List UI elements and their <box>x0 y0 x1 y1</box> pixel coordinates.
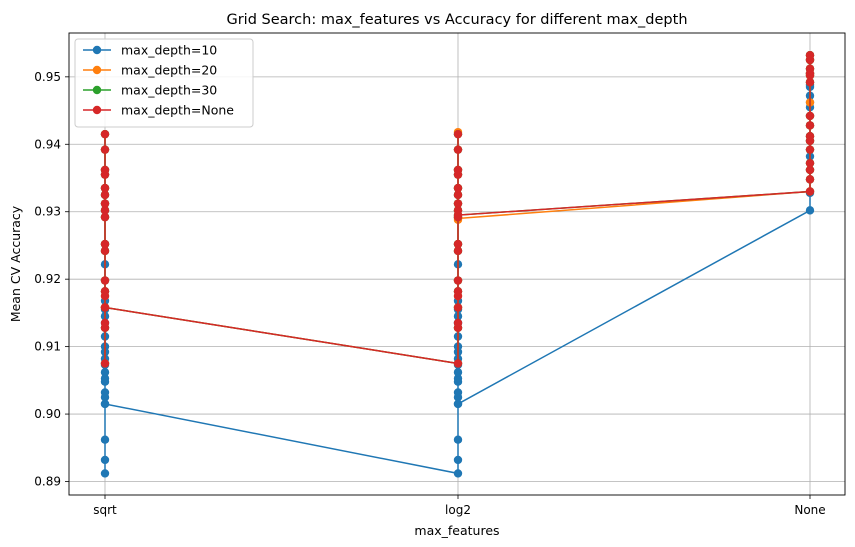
data-point <box>805 71 815 80</box>
data-point <box>100 199 110 208</box>
data-point <box>453 368 463 377</box>
data-point <box>453 145 463 154</box>
y-tick-label: 0.92 <box>34 272 61 286</box>
chart-title: Grid Search: max_features vs Accuracy fo… <box>226 12 687 28</box>
data-point <box>453 246 463 256</box>
data-point <box>453 183 463 193</box>
data-point <box>453 374 463 383</box>
y-tick-label: 0.91 <box>34 340 61 354</box>
series-max_depth=None <box>100 51 815 368</box>
data-point <box>453 129 463 139</box>
data-point <box>453 287 463 296</box>
data-point <box>100 246 110 256</box>
legend-item: max_depth=None <box>83 103 234 118</box>
plot-frame <box>68 32 846 496</box>
legend-label: max_depth=30 <box>121 83 217 98</box>
data-point <box>100 455 110 465</box>
data-point <box>805 111 815 121</box>
legend: max_depth=10 max_depth=20 max_depth=30 max_… <box>74 38 254 128</box>
data-point <box>805 121 815 130</box>
data-point <box>100 206 110 215</box>
data-point <box>100 165 110 175</box>
y-tick-label: 0.95 <box>34 70 61 84</box>
data-point <box>100 359 110 368</box>
data-point <box>805 64 815 73</box>
data-point <box>453 318 463 328</box>
data-point <box>805 206 815 215</box>
data-point <box>100 303 110 312</box>
data-point <box>805 78 815 87</box>
data-point <box>453 165 463 175</box>
data-point <box>453 276 463 285</box>
data-point <box>805 175 815 184</box>
data-point <box>453 199 463 208</box>
legend-item: max_depth=30 <box>83 83 217 98</box>
legend-marker <box>92 85 102 95</box>
data-point <box>100 435 110 444</box>
data-point <box>805 51 815 60</box>
data-point <box>100 287 110 296</box>
data-point <box>453 455 463 465</box>
legend-item: max_depth=20 <box>83 63 217 78</box>
data-point <box>453 469 463 478</box>
legend-marker <box>92 65 102 75</box>
legend-item: max_depth=10 <box>83 43 217 58</box>
data-point <box>100 276 110 285</box>
x-tick-label: sqrt <box>93 503 117 517</box>
data-point <box>100 190 110 200</box>
data-point <box>100 469 110 478</box>
x-tick-label: log2 <box>445 503 471 517</box>
data-point <box>453 239 463 249</box>
y-tick-label: 0.93 <box>34 205 61 219</box>
x-axis-label: max_features <box>414 523 499 538</box>
data-point <box>100 145 110 154</box>
y-tick-label: 0.90 <box>34 407 61 421</box>
x-tick-label: None <box>794 503 825 517</box>
legend-label: max_depth=20 <box>121 63 217 78</box>
data-point <box>100 388 110 397</box>
data-point <box>453 359 463 368</box>
series-layer <box>100 51 815 478</box>
data-point <box>100 129 110 139</box>
data-point <box>100 239 110 249</box>
data-point <box>100 374 110 383</box>
data-point <box>100 399 110 409</box>
legend-marker <box>92 45 102 55</box>
data-point <box>805 145 815 154</box>
legend-box <box>74 38 254 128</box>
data-point <box>805 131 815 141</box>
data-point <box>453 303 463 312</box>
data-point <box>805 187 815 196</box>
data-point <box>453 435 463 444</box>
data-point <box>453 388 463 397</box>
axis-ticks: sqrt log2 None 0.89 0.90 0.91 0.92 0.93 0.94 0.95 <box>34 70 825 517</box>
data-point <box>100 212 110 222</box>
y-tick-label: 0.94 <box>34 137 61 151</box>
y-tick-label: 0.89 <box>34 475 61 489</box>
data-point <box>805 158 815 168</box>
data-point <box>453 399 463 409</box>
legend-marker <box>92 105 102 115</box>
data-point <box>805 165 815 175</box>
data-point <box>100 368 110 377</box>
legend-label: max_depth=None <box>121 103 234 118</box>
data-point <box>453 210 463 220</box>
data-point <box>100 183 110 193</box>
data-point <box>453 190 463 200</box>
data-point <box>100 318 110 328</box>
y-axis-label: Mean CV Accuracy <box>8 205 23 322</box>
legend-label: max_depth=10 <box>121 43 217 58</box>
